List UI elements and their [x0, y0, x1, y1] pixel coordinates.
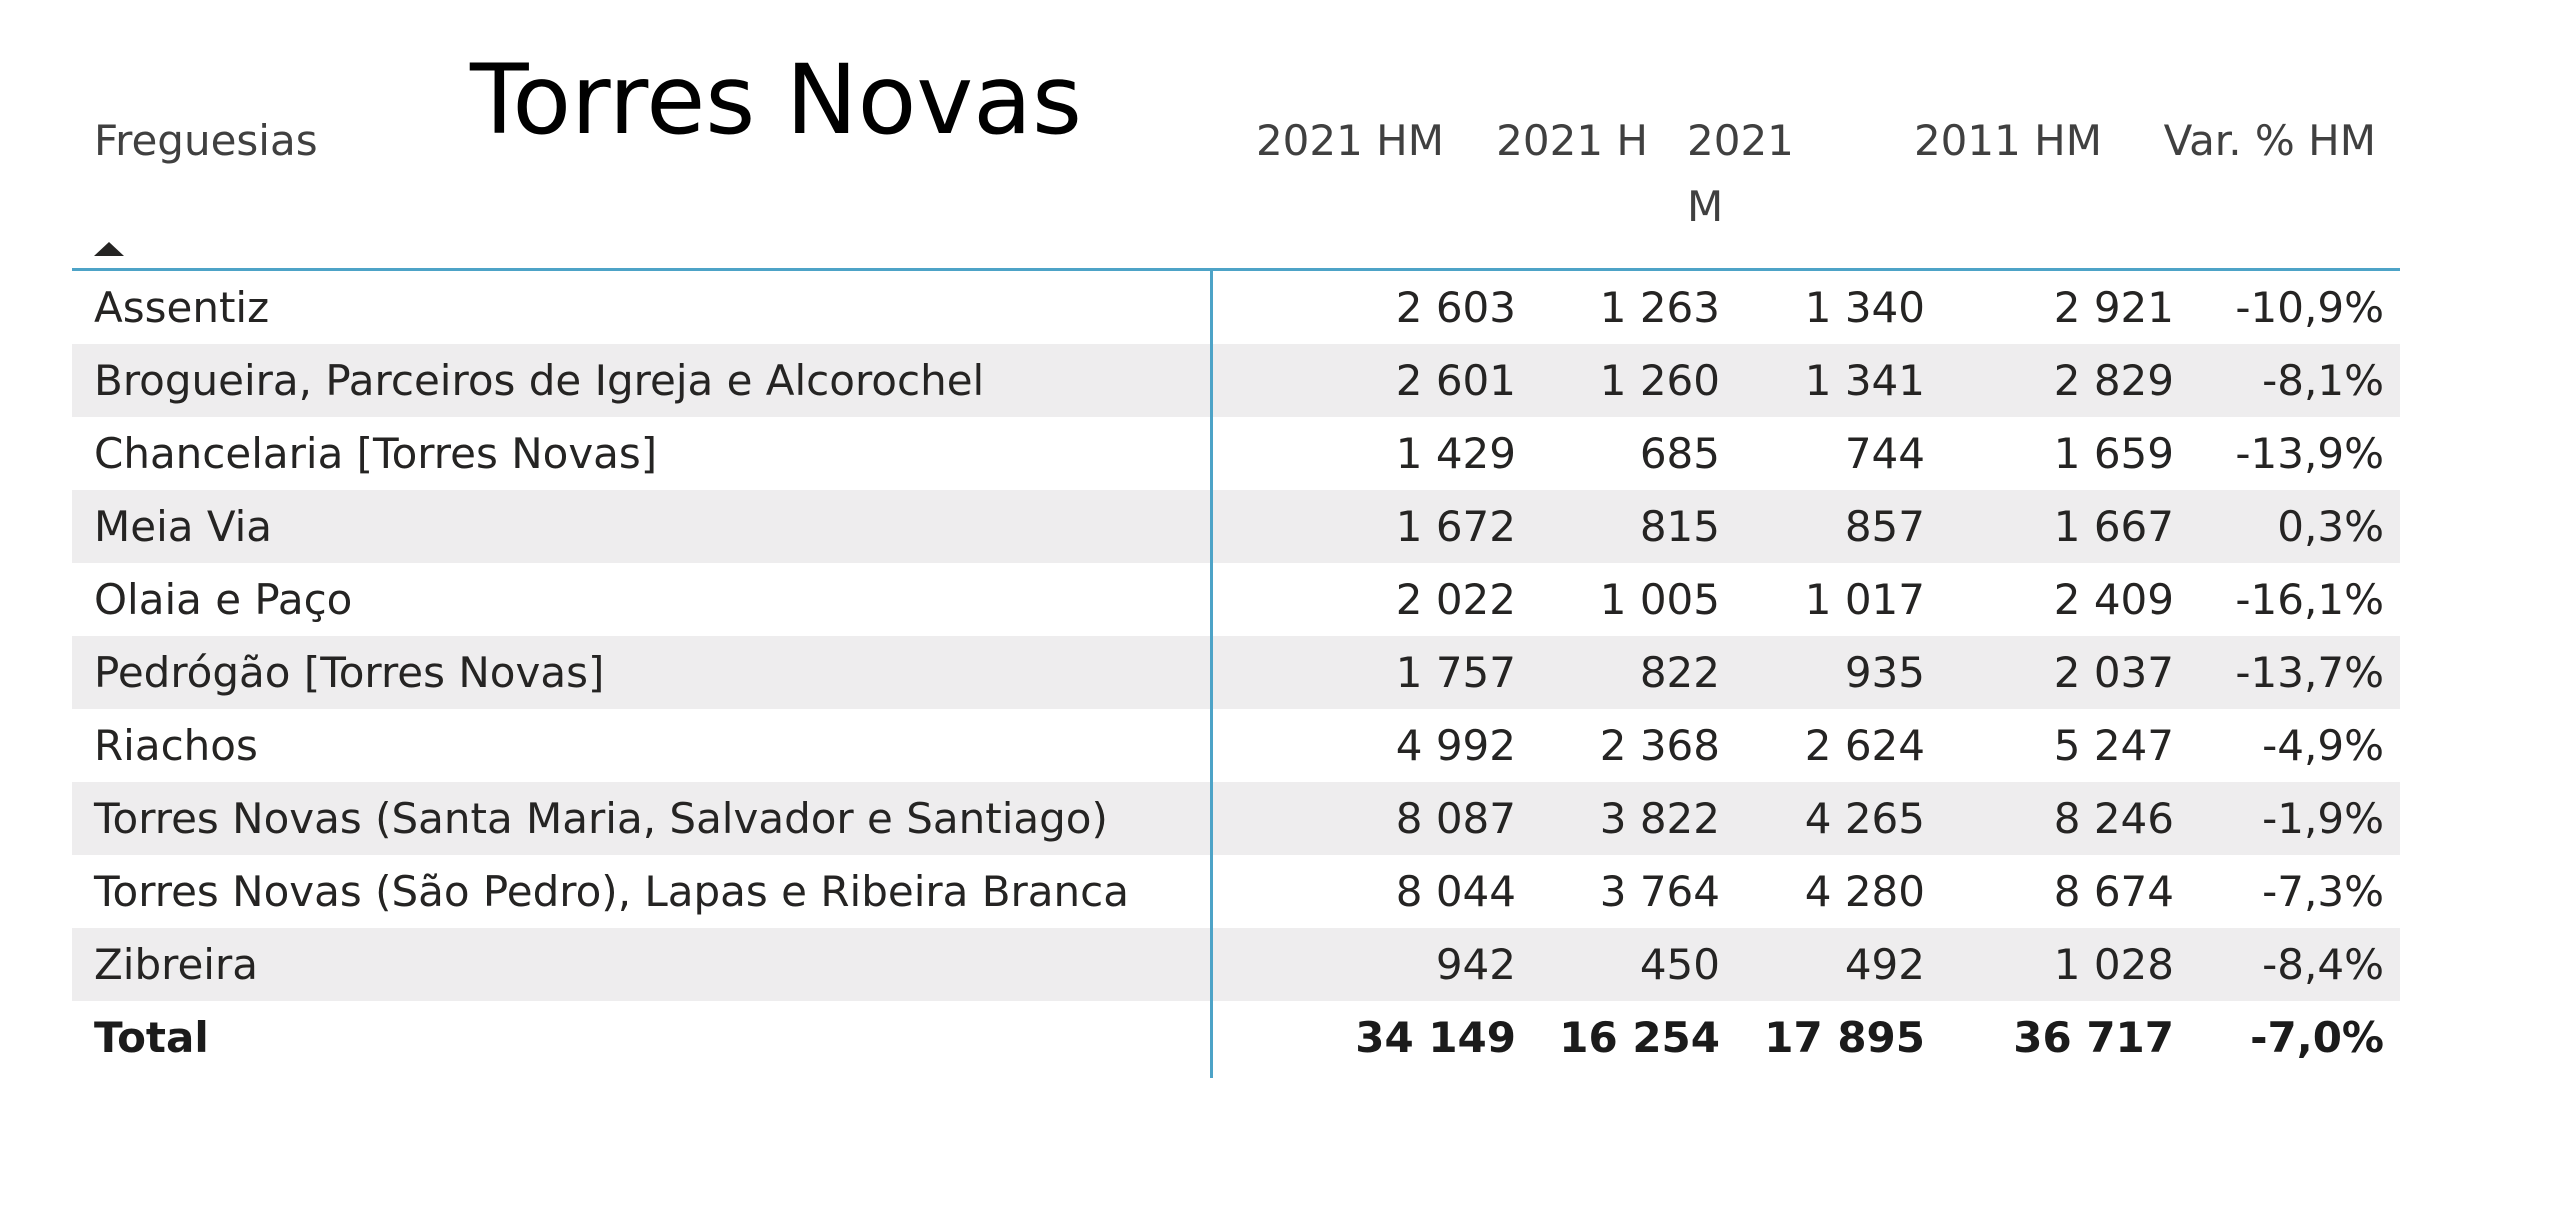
freguesia-name: Brogueira, Parceiros de Igreja e Alcoroc…	[94, 356, 985, 405]
value-2021-h: 1 260	[1599, 356, 1720, 405]
value-var-hm: -8,1%	[2262, 356, 2384, 405]
freguesia-name: Torres Novas (São Pedro), Lapas e Ribeir…	[94, 867, 1129, 916]
table-row[interactable]: Meia Via 1 672 815 857 1 667 0,3%	[72, 490, 2400, 563]
column-divider	[1210, 270, 1213, 1078]
value-var-hm: -13,9%	[2235, 429, 2384, 478]
table-row[interactable]: Brogueira, Parceiros de Igreja e Alcoroc…	[72, 344, 2400, 417]
value-2011-hm: 2 037	[2053, 648, 2174, 697]
value-2021-m: 4 280	[1804, 867, 1925, 916]
value-2011-hm: 8 674	[2053, 867, 2174, 916]
total-2021-m: 17 895	[1764, 1013, 1925, 1062]
column-header-2021-hm[interactable]: 2021 HM	[1255, 116, 1444, 165]
value-var-hm: -8,4%	[2262, 940, 2384, 989]
value-2011-hm: 8 246	[2053, 794, 2174, 843]
value-2021-hm: 8 087	[1395, 794, 1516, 843]
value-2021-hm: 2 022	[1395, 575, 1516, 624]
value-2011-hm: 5 247	[2053, 721, 2174, 770]
value-var-hm: -16,1%	[2235, 575, 2384, 624]
total-2021-h: 16 254	[1559, 1013, 1720, 1062]
table-row[interactable]: Riachos 4 992 2 368 2 624 5 247 -4,9%	[72, 709, 2400, 782]
table-row[interactable]: Torres Novas (Santa Maria, Salvador e Sa…	[72, 782, 2400, 855]
value-2021-h: 822	[1639, 648, 1720, 697]
table-row[interactable]: Torres Novas (São Pedro), Lapas e Ribeir…	[72, 855, 2400, 928]
table-row[interactable]: Olaia e Paço 2 022 1 005 1 017 2 409 -16…	[72, 563, 2400, 636]
value-2011-hm: 2 921	[2053, 283, 2174, 332]
freguesia-name: Chancelaria [Torres Novas]	[94, 429, 658, 478]
freguesia-name: Pedrógão [Torres Novas]	[94, 648, 605, 697]
value-2021-m: 1 017	[1804, 575, 1925, 624]
value-2021-hm: 1 672	[1395, 502, 1516, 551]
value-var-hm: -4,9%	[2262, 721, 2384, 770]
value-2021-m: 4 265	[1804, 794, 1925, 843]
value-2021-h: 3 822	[1599, 794, 1720, 843]
total-var-hm: -7,0%	[2250, 1013, 2384, 1062]
value-2021-hm: 942	[1435, 940, 1516, 989]
freguesia-name: Riachos	[94, 721, 258, 770]
table-row[interactable]: Assentiz 2 603 1 263 1 340 2 921 -10,9%	[72, 271, 2400, 344]
page-title: Torres Novas	[470, 44, 1082, 156]
value-2021-h: 1 005	[1599, 575, 1720, 624]
value-2021-h: 815	[1639, 502, 1720, 551]
table-body: Assentiz 2 603 1 263 1 340 2 921 -10,9% …	[72, 271, 2400, 1075]
value-2021-m: 2 624	[1804, 721, 1925, 770]
value-2021-hm: 1 429	[1395, 429, 1516, 478]
value-2011-hm: 1 028	[2053, 940, 2174, 989]
value-2021-h: 3 764	[1599, 867, 1720, 916]
sort-ascending-icon[interactable]	[94, 242, 124, 256]
total-label: Total	[94, 1013, 209, 1062]
value-var-hm: -1,9%	[2262, 794, 2384, 843]
column-header-freguesias[interactable]: Freguesias	[94, 116, 318, 165]
value-2021-m: 935	[1844, 648, 1925, 697]
column-header-var-hm[interactable]: Var. % HM	[2163, 116, 2376, 165]
freguesia-name: Assentiz	[94, 283, 270, 332]
column-header-2021-m[interactable]: 2021 M	[1687, 116, 1794, 231]
value-2011-hm: 1 659	[2053, 429, 2174, 478]
value-2021-h: 1 263	[1599, 283, 1720, 332]
freguesia-name: Olaia e Paço	[94, 575, 353, 624]
total-row[interactable]: Total 34 149 16 254 17 895 36 717 -7,0%	[72, 1001, 2400, 1075]
freguesia-name: Meia Via	[94, 502, 273, 551]
table-row[interactable]: Zibreira 942 450 492 1 028 -8,4%	[72, 928, 2400, 1001]
total-2011-hm: 36 717	[2013, 1013, 2174, 1062]
freguesia-name: Torres Novas (Santa Maria, Salvador e Sa…	[94, 794, 1108, 843]
value-2021-hm: 4 992	[1395, 721, 1516, 770]
value-2021-m: 857	[1844, 502, 1925, 551]
value-2021-h: 450	[1639, 940, 1720, 989]
table-row[interactable]: Chancelaria [Torres Novas] 1 429 685 744…	[72, 417, 2400, 490]
value-var-hm: -10,9%	[2235, 283, 2384, 332]
value-2021-m: 744	[1844, 429, 1925, 478]
value-var-hm: -7,3%	[2262, 867, 2384, 916]
value-2011-hm: 2 829	[2053, 356, 2174, 405]
value-2021-hm: 2 601	[1395, 356, 1516, 405]
column-header-2011-hm[interactable]: 2011 HM	[1913, 116, 2102, 165]
value-2021-hm: 8 044	[1395, 867, 1516, 916]
value-2021-m: 1 340	[1804, 283, 1925, 332]
header-divider	[72, 268, 2400, 271]
value-2021-hm: 1 757	[1395, 648, 1516, 697]
column-header-2021-h[interactable]: 2021 H	[1496, 116, 1648, 165]
value-2021-h: 685	[1639, 429, 1720, 478]
freguesia-name: Zibreira	[94, 940, 258, 989]
value-var-hm: 0,3%	[2277, 502, 2384, 551]
value-2021-hm: 2 603	[1395, 283, 1516, 332]
value-2011-hm: 2 409	[2053, 575, 2174, 624]
value-2021-m: 1 341	[1804, 356, 1925, 405]
value-2021-h: 2 368	[1599, 721, 1720, 770]
value-2021-m: 492	[1844, 940, 1925, 989]
table-row[interactable]: Pedrógão [Torres Novas] 1 757 822 935 2 …	[72, 636, 2400, 709]
value-2011-hm: 1 667	[2053, 502, 2174, 551]
value-var-hm: -13,7%	[2235, 648, 2384, 697]
total-2021-hm: 34 149	[1355, 1013, 1516, 1062]
